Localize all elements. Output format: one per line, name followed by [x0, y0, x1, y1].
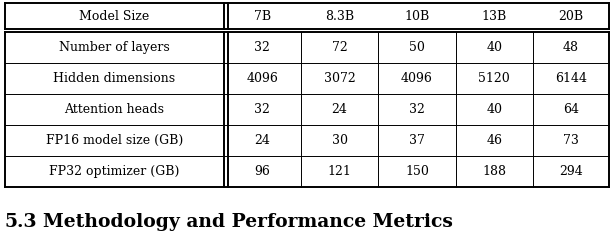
Text: 24: 24 [254, 134, 270, 147]
Text: 5.3: 5.3 [5, 213, 37, 231]
Text: 64: 64 [563, 103, 579, 116]
Text: 46: 46 [486, 134, 502, 147]
Text: 150: 150 [405, 165, 429, 178]
Text: 5120: 5120 [478, 72, 510, 85]
Text: 10B: 10B [404, 9, 430, 23]
Text: 6144: 6144 [555, 72, 587, 85]
Text: 3072: 3072 [324, 72, 356, 85]
Text: Methodology and Performance Metrics: Methodology and Performance Metrics [43, 213, 453, 231]
Text: 32: 32 [409, 103, 425, 116]
Text: 72: 72 [332, 41, 348, 54]
Text: FP16 model size (GB): FP16 model size (GB) [45, 134, 183, 147]
Text: Number of layers: Number of layers [59, 41, 169, 54]
Text: 37: 37 [409, 134, 425, 147]
Text: 4096: 4096 [401, 72, 433, 85]
Text: 32: 32 [254, 41, 270, 54]
Text: 48: 48 [563, 41, 579, 54]
Text: Attention heads: Attention heads [64, 103, 165, 116]
Text: 4096: 4096 [246, 72, 278, 85]
Text: 7B: 7B [254, 9, 271, 23]
Text: 40: 40 [486, 103, 502, 116]
Text: 121: 121 [328, 165, 352, 178]
Text: Model Size: Model Size [79, 9, 149, 23]
Text: 73: 73 [563, 134, 579, 147]
Text: FP32 optimizer (GB): FP32 optimizer (GB) [49, 165, 179, 178]
Text: 13B: 13B [481, 9, 507, 23]
Text: 294: 294 [559, 165, 583, 178]
Text: 24: 24 [332, 103, 348, 116]
Text: 30: 30 [332, 134, 348, 147]
Text: 50: 50 [409, 41, 425, 54]
Text: 32: 32 [254, 103, 270, 116]
Text: Hidden dimensions: Hidden dimensions [53, 72, 176, 85]
Text: 40: 40 [486, 41, 502, 54]
Text: 20B: 20B [558, 9, 583, 23]
Text: 8.3B: 8.3B [325, 9, 354, 23]
Text: 188: 188 [482, 165, 506, 178]
Text: 96: 96 [254, 165, 270, 178]
